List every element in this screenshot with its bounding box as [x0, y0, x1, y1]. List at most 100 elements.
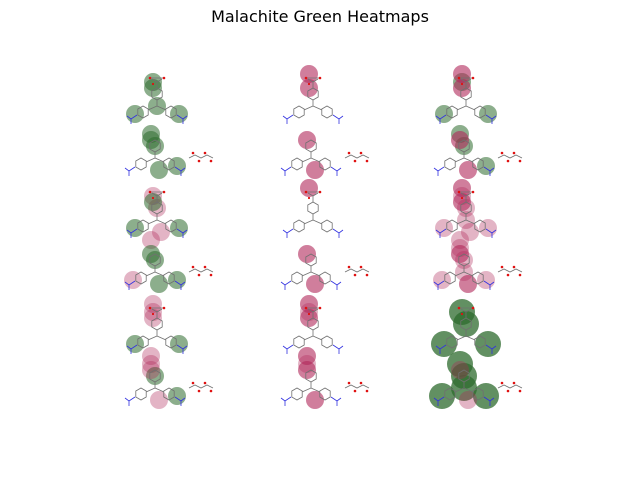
- amine-group: [174, 166, 186, 176]
- amine-group: [332, 114, 344, 124]
- oxygen-atom: [209, 159, 213, 163]
- benzene-ring: [446, 335, 458, 349]
- benzene-ring: [163, 271, 175, 285]
- heat-spot: [150, 391, 168, 409]
- bond: [497, 154, 523, 159]
- bond: [456, 330, 476, 341]
- oxygen-atom: [197, 159, 201, 163]
- heatmap-panel-3-3: [429, 299, 523, 409]
- heat-spot: [142, 361, 160, 379]
- amine-group: [282, 344, 294, 354]
- heat-spot: [124, 271, 142, 289]
- amine-group: [483, 396, 495, 406]
- heat-spot: [306, 275, 324, 293]
- oxygen-atom: [500, 151, 504, 155]
- amine-group: [176, 344, 188, 354]
- bond: [301, 266, 321, 277]
- benzene-ring: [163, 387, 175, 401]
- amine-group: [332, 344, 344, 354]
- heat-spot: [144, 193, 162, 211]
- bond: [454, 266, 474, 277]
- oxygen-atom: [359, 151, 363, 155]
- heat-spot: [150, 275, 168, 293]
- oxygen-atom: [209, 273, 213, 277]
- benzene-ring: [444, 157, 456, 171]
- molecule-structure: [124, 231, 214, 293]
- amine-group: [435, 114, 447, 124]
- oxygen-atom: [347, 381, 351, 385]
- bond: [147, 100, 167, 111]
- molecule-structure: [282, 295, 344, 354]
- heat-spot: [300, 295, 318, 313]
- oxygen-atom: [203, 151, 207, 155]
- heatmap-panel-3-2: [280, 295, 370, 409]
- heat-spot: [146, 367, 164, 385]
- oxygen-atom: [197, 273, 201, 277]
- bond: [344, 384, 370, 389]
- oxygen-atom: [471, 306, 475, 310]
- benzene-ring: [321, 335, 333, 349]
- figure-title: Malachite Green Heatmaps: [211, 7, 429, 26]
- oxygen-atom: [506, 389, 510, 393]
- bond: [307, 307, 319, 318]
- oxygen-atom: [162, 190, 166, 194]
- oxygen-atom: [353, 273, 357, 277]
- oxygen-atom: [512, 151, 516, 155]
- amine-group: [433, 166, 445, 176]
- benzene-ring: [472, 157, 484, 171]
- heatmap-panel-2-1: [124, 187, 214, 293]
- heat-spot: [142, 245, 160, 263]
- bond: [456, 214, 476, 225]
- oxygen-atom: [506, 273, 510, 277]
- oxygen-atom: [471, 190, 475, 194]
- amine-group: [280, 280, 292, 290]
- bond: [307, 77, 319, 88]
- heat-spot: [298, 347, 316, 365]
- oxygen-atom: [512, 381, 516, 385]
- heat-spot: [144, 303, 162, 321]
- benzene-ring: [472, 271, 484, 285]
- oxygen-atom: [318, 306, 322, 310]
- heatmap-panel-1-1: [124, 73, 214, 179]
- bond: [344, 154, 370, 159]
- heat-spot: [142, 347, 160, 365]
- heat-spot: [433, 271, 451, 289]
- bond: [147, 214, 167, 225]
- heat-spot: [126, 105, 144, 123]
- oxygen-atom: [148, 190, 152, 194]
- oxygen-atom: [209, 389, 213, 393]
- molecule-structure: [280, 131, 370, 179]
- benzene-ring: [293, 335, 305, 349]
- oxygen-atom: [518, 159, 522, 163]
- oxygen-atom: [307, 196, 311, 200]
- heat-spot: [170, 335, 188, 353]
- bond: [497, 384, 523, 389]
- bond: [145, 266, 165, 277]
- benzene-ring: [165, 335, 177, 349]
- heat-spot: [453, 193, 471, 211]
- amine-group: [433, 396, 445, 406]
- heat-spot: [453, 179, 471, 197]
- amine-group: [176, 228, 188, 238]
- benzene-ring: [474, 105, 486, 119]
- benzene-ring: [446, 105, 458, 119]
- benzene-ring: [319, 387, 331, 401]
- amine-group: [485, 114, 497, 124]
- amine-group: [280, 396, 292, 406]
- heat-spot: [144, 79, 162, 97]
- oxygen-atom: [460, 312, 464, 316]
- amine-group: [280, 166, 292, 176]
- oxygen-atom: [151, 82, 155, 86]
- bond: [303, 330, 323, 341]
- oxygen-atom: [148, 306, 152, 310]
- heat-spot: [144, 309, 162, 327]
- oxygen-atom: [307, 82, 311, 86]
- oxygen-atom: [457, 76, 461, 80]
- bond: [460, 307, 472, 318]
- amine-group: [126, 114, 138, 124]
- molecule-structure: [280, 245, 370, 293]
- heat-spot: [431, 331, 457, 357]
- benzene-ring: [321, 219, 333, 233]
- heat-spot: [475, 331, 501, 357]
